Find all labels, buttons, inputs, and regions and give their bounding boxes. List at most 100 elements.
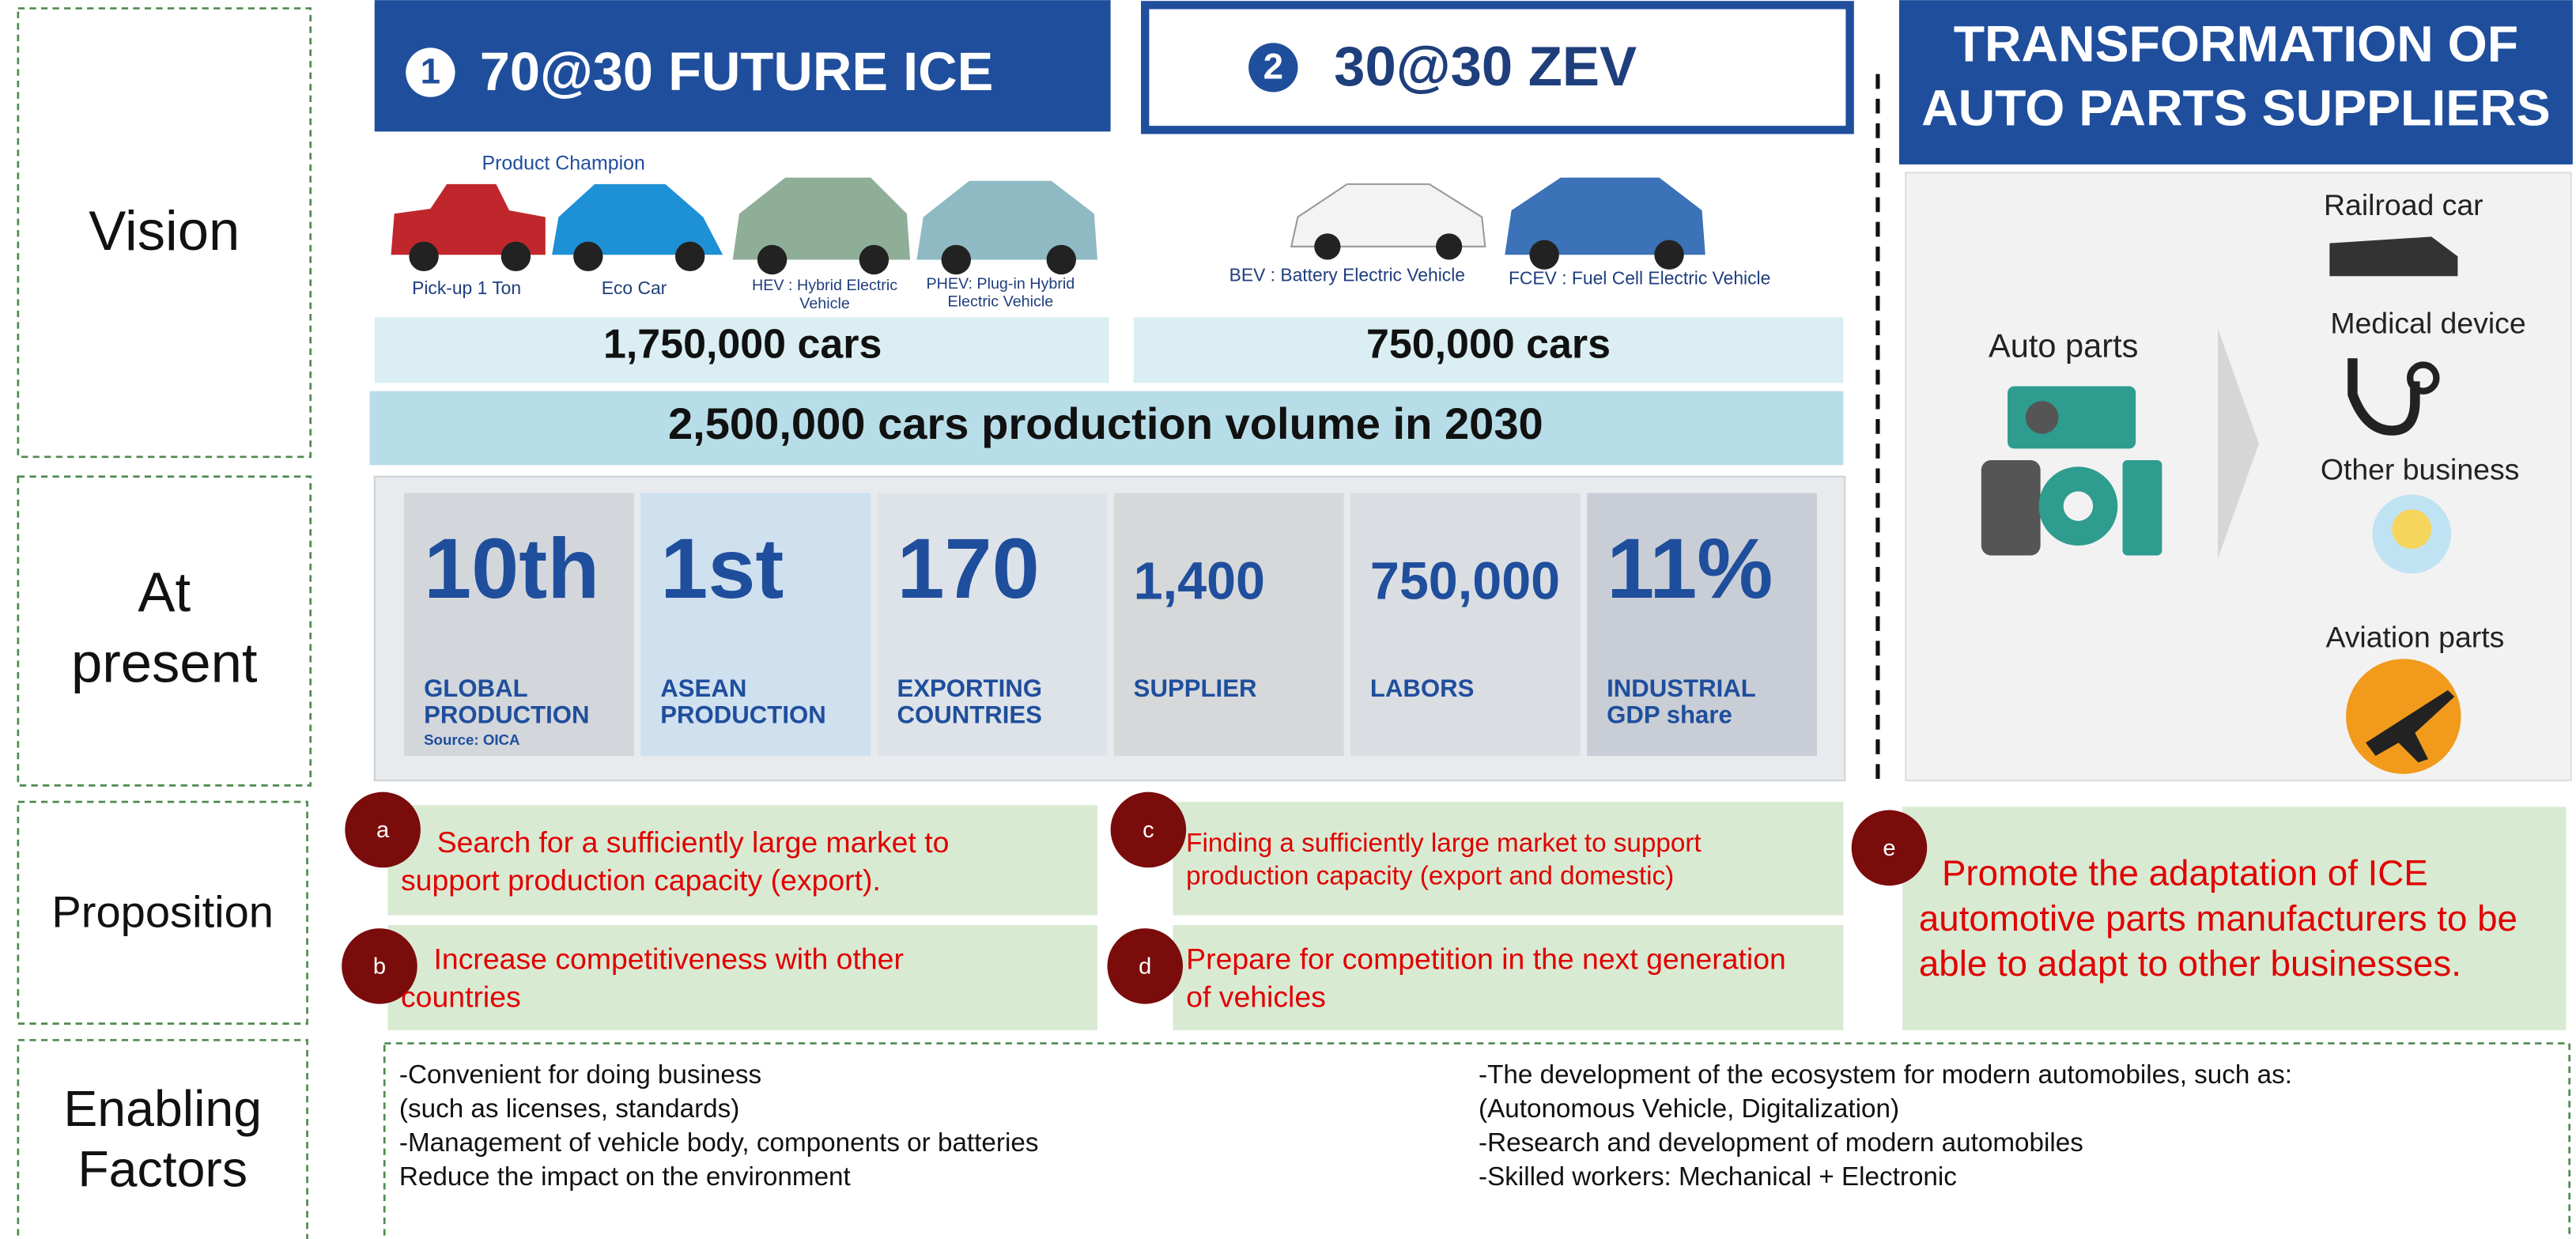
proposition-letter: b <box>373 954 386 980</box>
total-box <box>369 391 1844 466</box>
stat-value: 170 <box>897 520 1039 616</box>
car <box>1505 177 1705 255</box>
stat-tile <box>1113 493 1344 756</box>
stat-tile <box>1350 493 1581 756</box>
enabling-text: -Convenient for doing business <box>399 1060 761 1090</box>
vehicle-label: Electric Vehicle <box>948 293 1054 311</box>
proposition-text: Finding a sufficiently large market to s… <box>1186 829 1701 858</box>
stat-value: 1st <box>660 520 784 616</box>
stat-label: PRODUCTION <box>660 701 825 728</box>
proposition-text: able to adapt to other businesses. <box>1919 943 2461 984</box>
stat-label: ASEAN <box>660 674 746 702</box>
railroad-icon <box>2329 236 2458 277</box>
product-champion: Product Champion <box>482 153 644 175</box>
stat-label: COUNTRIES <box>897 701 1041 728</box>
ice-title: 70@30 FUTURE ICE <box>480 41 994 102</box>
stat-label: EXPORTING <box>897 674 1042 702</box>
stat-value: 11% <box>1607 520 1773 616</box>
source-label: Auto parts <box>1989 327 2138 365</box>
enabling-text: -Management of vehicle body, components … <box>399 1128 1039 1158</box>
vehicle-label: BEV : Battery Electric Vehicle <box>1229 264 1465 285</box>
plane-icon <box>2366 689 2455 763</box>
stat-value: 10th <box>424 520 599 616</box>
proposition-box <box>387 805 1097 916</box>
row-box <box>17 7 312 459</box>
proposition-letter: d <box>1139 954 1151 980</box>
vehicle-label: HEV : Hybrid Electric <box>752 277 897 294</box>
row-label: At <box>138 561 191 623</box>
enabling-text: (such as licenses, standards) <box>399 1094 739 1124</box>
enabling-text: (Autonomous Vehicle, Digitalization) <box>1479 1094 1899 1124</box>
number: 2 <box>1263 47 1283 87</box>
target-label: Aviation parts <box>2325 620 2504 653</box>
row-label: present <box>71 631 258 693</box>
row-label: Factors <box>77 1141 247 1198</box>
stat-tile <box>877 493 1108 756</box>
stat-source: Source: OICA <box>424 731 520 748</box>
proposition-letter: e <box>1883 836 1895 861</box>
row-label: Vision <box>89 199 240 262</box>
proposition-badge <box>1107 928 1184 1004</box>
number-badge <box>1248 43 1298 93</box>
vehicle-label: Pick-up 1 Ton <box>412 278 521 298</box>
proposition-letter: a <box>376 818 390 843</box>
proposition-box <box>1173 802 1844 916</box>
number-badge <box>406 47 455 97</box>
stat-value: 1,400 <box>1134 552 1265 610</box>
row-label: Enabling <box>63 1080 262 1137</box>
auto-parts-icon <box>1981 386 2162 556</box>
total: 2,500,000 cars production volume in 2030 <box>668 399 1543 448</box>
cars <box>391 177 1705 275</box>
stat-value: 750,000 <box>1370 552 1560 610</box>
proposition-text: support production capacity (export). <box>401 863 881 897</box>
stethoscope-icon <box>2347 358 2420 436</box>
arrow <box>2218 328 2259 559</box>
proposition-box <box>1173 924 1844 1030</box>
stat-label: GLOBAL <box>424 674 528 702</box>
stat-label: INDUSTRIAL <box>1607 674 1756 702</box>
stat-tile <box>1587 493 1818 756</box>
vehicle-label: Eco Car <box>602 278 667 298</box>
proposition-text: automotive parts manufacturers to be <box>1919 898 2517 939</box>
proposition-text: production capacity (export and domestic… <box>1186 861 1674 890</box>
volume-box <box>1133 317 1844 383</box>
stat-label: PRODUCTION <box>424 701 589 728</box>
proposition-badge <box>1110 791 1187 868</box>
transformation-header <box>1898 0 2573 164</box>
volume: 1,750,000 cars <box>603 321 882 367</box>
proposition-box <box>1902 806 2567 1030</box>
enabling-text: -Skilled workers: Mechanical + Electroni… <box>1479 1162 1957 1192</box>
vehicle-label: PHEV: Plug-in Hybrid <box>927 275 1075 293</box>
target-label: Medical device <box>2330 306 2525 339</box>
car <box>391 183 546 255</box>
proposition-text: countries <box>401 980 521 1013</box>
stat-label: GDP share <box>1607 701 1732 728</box>
car <box>552 183 723 255</box>
plane-icon <box>2346 659 2461 774</box>
transformation-title: AUTO PARTS SUPPLIERS <box>1921 79 2551 136</box>
row-label: Proposition <box>51 886 274 936</box>
proposition-badge <box>342 928 417 1004</box>
proposition-box <box>387 924 1097 1030</box>
enabling-text: Reduce the impact on the environment <box>399 1162 851 1192</box>
enabling-text: -Research and development of modern auto… <box>1479 1128 2083 1158</box>
bulb-icon <box>2392 509 2432 550</box>
proposition-text: Search for a sufficiently large market t… <box>437 825 950 859</box>
transformation-title: TRANSFORMATION OF <box>1954 15 2518 72</box>
proposition-badge <box>345 791 421 868</box>
stethoscope-icon <box>2406 361 2440 395</box>
volume-box <box>374 317 1109 383</box>
ice-header <box>374 0 1111 132</box>
stat-tile <box>640 493 871 756</box>
enabling-box <box>383 1042 2571 1239</box>
car <box>1290 183 1486 247</box>
row-box <box>17 800 308 1025</box>
volume: 750,000 cars <box>1366 321 1611 367</box>
target-label: Other business <box>2321 452 2519 485</box>
car <box>732 177 911 260</box>
proposition-text: of vehicles <box>1186 980 1326 1013</box>
row-box <box>17 475 312 787</box>
proposition-text: Promote the adaptation of ICE <box>1942 853 2428 893</box>
proposition-text: Increase competitiveness with other <box>434 942 904 976</box>
